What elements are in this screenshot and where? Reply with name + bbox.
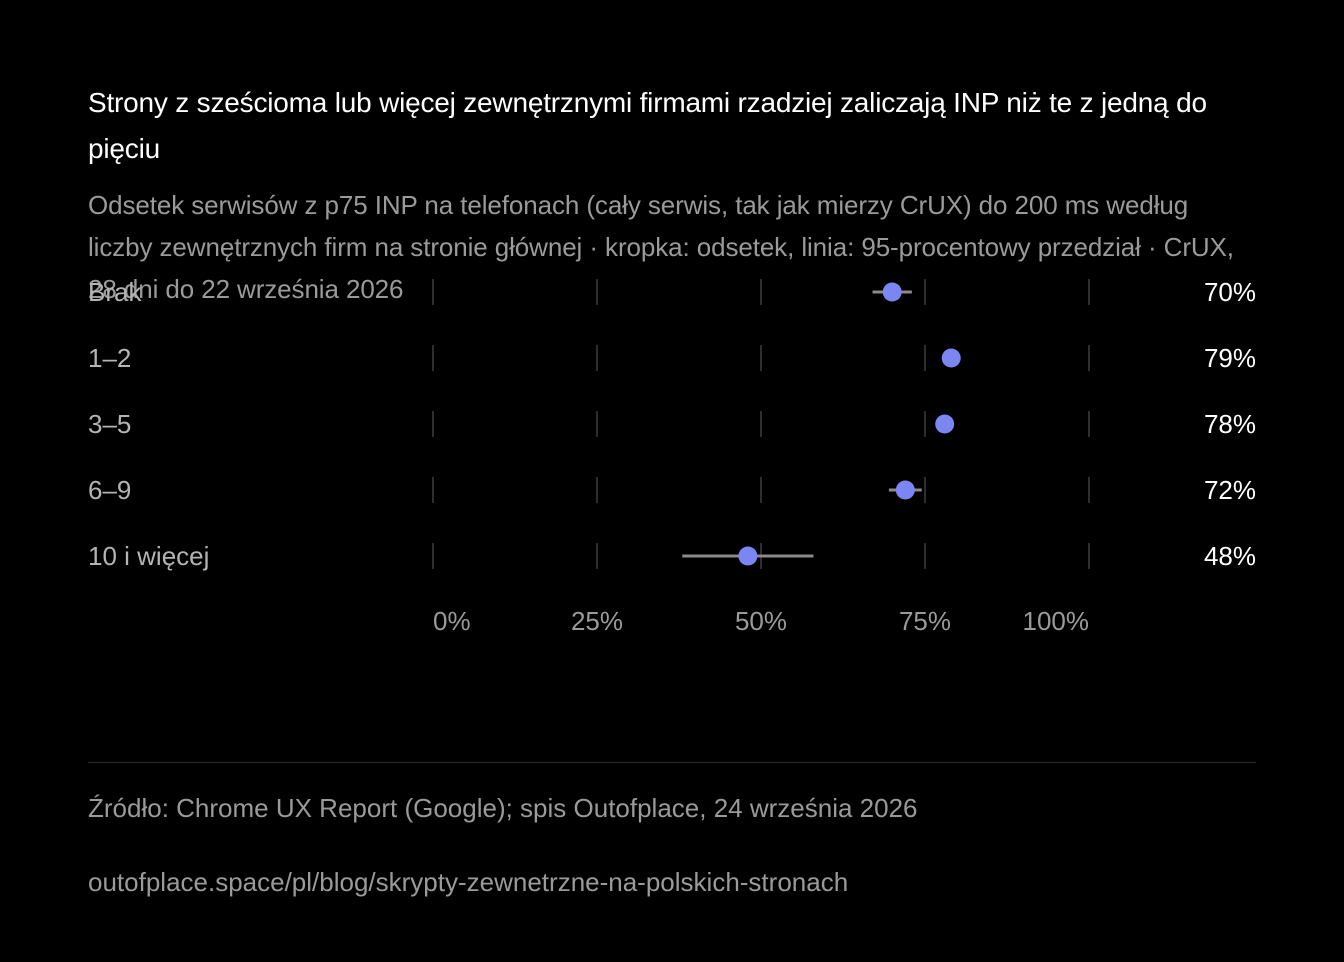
data-point xyxy=(882,282,902,302)
data-point xyxy=(738,546,758,566)
chart-header: Strony z sześcioma lub więcej zewnętrzny… xyxy=(88,80,1256,310)
x-tick-label: 25% xyxy=(571,606,623,636)
x-tick-label: 50% xyxy=(735,606,787,636)
x-tick-label: 75% xyxy=(899,606,951,636)
chart-subtitle: Odsetek serwisów z p75 INP na telefonach… xyxy=(88,190,1234,304)
source-note: Źródło: Chrome UX Report (Google); spis … xyxy=(88,793,918,823)
chart-title: Strony z sześcioma lub więcej zewnętrzny… xyxy=(88,87,1207,164)
category-label: 1–2 xyxy=(88,343,131,373)
value-label: 70% xyxy=(1204,277,1256,307)
value-label: 78% xyxy=(1204,409,1256,439)
category-label: 6–9 xyxy=(88,475,131,505)
data-point xyxy=(935,414,955,434)
data-point xyxy=(941,348,961,368)
x-tick-label: 0% xyxy=(433,606,471,636)
category-label: 10 i więcej xyxy=(88,541,209,571)
value-label: 72% xyxy=(1204,475,1256,505)
data-point xyxy=(895,480,915,500)
dot-plot-svg: Brak 70% 1–2 79% 3–5 78% 6–9 72% 10 i więcej 48% 0… xyxy=(88,277,1256,636)
value-label: 79% xyxy=(1204,343,1256,373)
dot-plot: Brak 70% 1–2 79% 3–5 78% 6–9 72% 10 i więcej 48% 0… xyxy=(88,256,1256,666)
value-label: 48% xyxy=(1204,541,1256,571)
x-tick-label: 100% xyxy=(1023,606,1090,636)
category-label: 3–5 xyxy=(88,409,131,439)
source-url[interactable]: outofplace.space/pl/blog/skrypty-zewnetr… xyxy=(88,867,849,897)
category-label: Brak xyxy=(88,277,142,307)
footer-divider xyxy=(88,762,1256,763)
